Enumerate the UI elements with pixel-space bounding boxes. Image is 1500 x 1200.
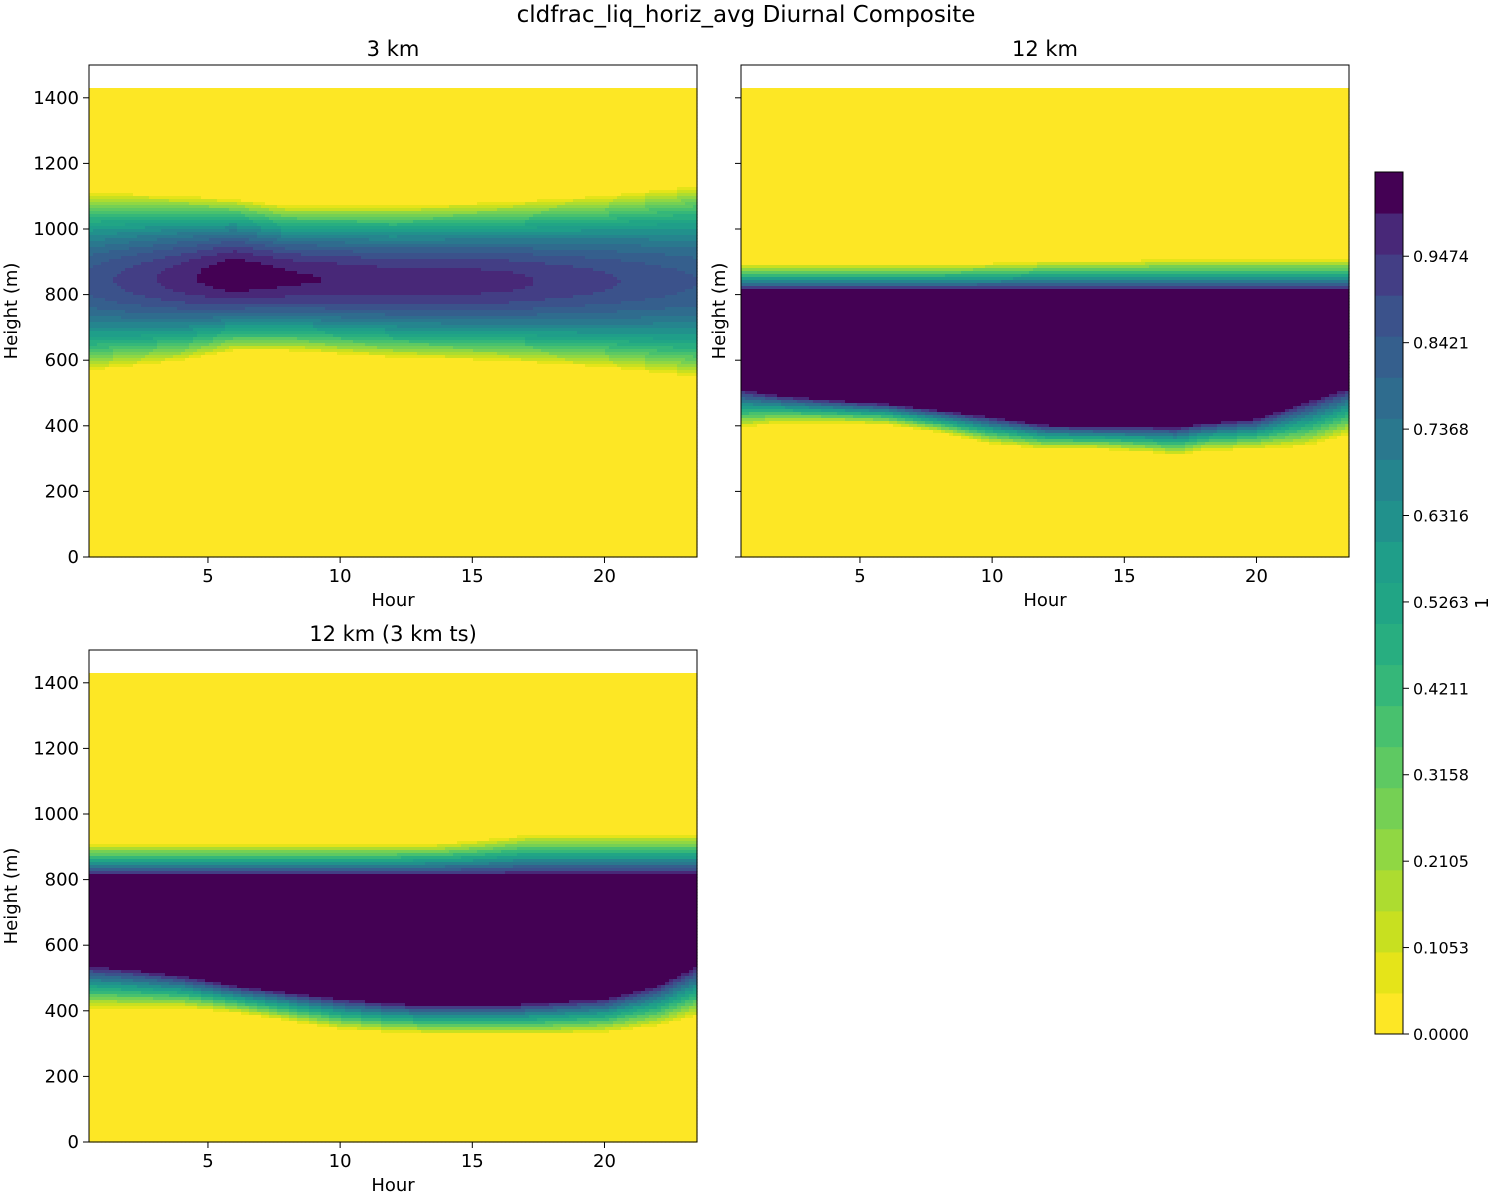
heatmap-field [89,88,698,558]
x-axis-label: Hour [371,1175,415,1196]
colorbar-band [1375,336,1403,378]
panel-title: 12 km [1012,37,1078,61]
colorbar-band [1375,377,1403,419]
colorbar-band [1375,295,1403,337]
x-tick-label: 20 [1245,566,1268,587]
panel-3km: 3 km 5 10 15 20 Hour 0 200 400 600 800 1000 1200 1400… [1,37,698,611]
colorbar-tick-label: 0.9474 [1413,247,1469,266]
y-tick-label: 1000 [33,219,79,240]
colorbar-tick-label: 0.2105 [1413,852,1469,871]
x-tick-label: 5 [202,566,213,587]
colorbar-band [1375,911,1403,953]
colorbar-tick-label: 0.4211 [1413,679,1469,698]
x-tick-label: 15 [461,1151,484,1172]
x-tick-label: 10 [329,566,352,587]
colorbar-band [1375,459,1403,501]
colorbar-band [1375,788,1403,830]
y-tick-label: 400 [45,1001,79,1022]
y-axis-label: Height (m) [1,848,22,945]
colorbar-label: 1 [1472,597,1493,608]
y-tick-label: 200 [45,481,79,502]
colorbar-band [1375,582,1403,624]
x-tick-label: 15 [1113,566,1136,587]
colorbar-band [1375,665,1403,707]
colorbar-tick-label: 0.5263 [1413,593,1469,612]
colorbar-band [1375,870,1403,912]
panel-12km-3km-ts: 12 km (3 km ts) 5 10 15 20 Hour 0 200 400 600 800 1… [1,622,698,1196]
colorbar-band [1375,254,1403,296]
heatmap-field [741,88,1350,558]
y-tick-label: 1200 [33,153,79,174]
x-tick-label: 10 [329,1151,352,1172]
colorbar-band [1375,213,1403,255]
colorbar-band [1375,747,1403,789]
panel-title: 3 km [367,37,420,61]
panel-title: 12 km (3 km ts) [309,622,477,646]
colorbar-band [1375,500,1403,542]
colorbar-band [1375,829,1403,871]
x-axis-label: Hour [371,590,415,611]
colorbar-tick-label: 0.6316 [1413,506,1469,525]
y-tick-label: 1400 [33,88,79,109]
y-tick-label: 600 [45,350,79,371]
x-tick-label: 5 [202,1151,213,1172]
figure-title: cldfrac_liq_horiz_avg Diurnal Composite [517,2,976,28]
x-tick-label: 5 [854,566,865,587]
colorbar-tick-label: 0.1053 [1413,939,1469,958]
colorbar-tick-label: 0.8421 [1413,334,1469,353]
colorbar-band [1375,172,1403,214]
colorbar-band [1375,952,1403,994]
y-axis-label: Height (m) [709,263,730,360]
y-tick-label: 400 [45,416,79,437]
colorbar-band [1375,706,1403,748]
colorbar-tick-label: 0.7368 [1413,420,1469,439]
x-tick-label: 20 [593,1151,616,1172]
colorbar-band [1375,541,1403,583]
panel-12km: 12 km 5 10 15 20 Hour Height (m) [709,37,1350,611]
y-tick-label: 800 [45,285,79,306]
colorbar-tick-label: 0.3158 [1413,766,1469,785]
x-axis-label: Hour [1023,590,1067,611]
colorbar: 0.0000 0.1053 0.2105 0.3158 0.4211 0.5263 0.63… [1375,172,1493,1044]
x-tick-label: 20 [593,566,616,587]
y-tick-label: 1400 [33,673,79,694]
x-tick-label: 10 [981,566,1004,587]
y-tick-label: 200 [45,1066,79,1087]
y-tick-label: 1000 [33,804,79,825]
y-tick-label: 0 [68,547,79,568]
colorbar-band [1375,993,1403,1035]
y-axis-label: Height (m) [1,263,22,360]
y-tick-label: 600 [45,935,79,956]
colorbar-band [1375,418,1403,460]
y-tick-label: 0 [68,1132,79,1153]
heatmap-field [89,673,698,1143]
x-tick-label: 15 [461,566,484,587]
y-tick-label: 1200 [33,738,79,759]
y-tick-label: 800 [45,870,79,891]
colorbar-tick-label: 0.0000 [1413,1025,1469,1044]
colorbar-band [1375,624,1403,666]
